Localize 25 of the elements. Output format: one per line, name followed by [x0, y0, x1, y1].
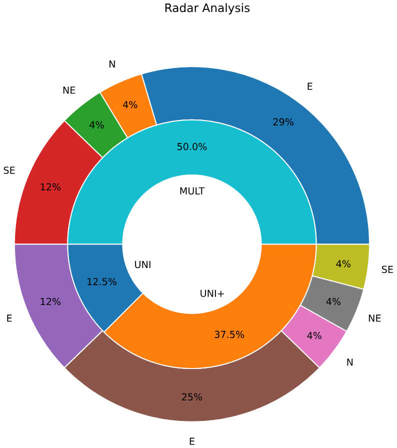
slice-label: UNI+	[200, 290, 224, 297]
slice-label: NE	[369, 314, 381, 322]
slice-label: E	[7, 314, 12, 322]
slice-label: N	[110, 60, 115, 68]
chart-title: Radar Analysis	[166, 3, 250, 14]
slice-label: E	[308, 82, 312, 90]
slice-label: NE	[64, 86, 76, 94]
data-label: 12%	[40, 298, 61, 306]
slice-label: N	[347, 358, 353, 366]
data-label: 4%	[336, 260, 351, 268]
slice-label: UNI	[135, 261, 150, 268]
data-label: 29%	[273, 118, 294, 126]
data-label: 4%	[326, 298, 341, 306]
data-label: 4%	[123, 100, 138, 108]
data-label: 37.5%	[214, 330, 244, 338]
data-label: 12.5%	[88, 278, 117, 286]
data-label: 4%	[90, 121, 104, 128]
data-label: 50.0%	[178, 142, 207, 150]
slice-label: SE	[4, 166, 15, 174]
slice-label: SE	[382, 266, 394, 274]
slice-label: MULT	[180, 187, 205, 195]
data-label: 25%	[182, 393, 202, 401]
slice-label: E	[190, 438, 195, 445]
data-label: 12%	[40, 183, 61, 191]
data-label: 4%	[307, 332, 322, 340]
